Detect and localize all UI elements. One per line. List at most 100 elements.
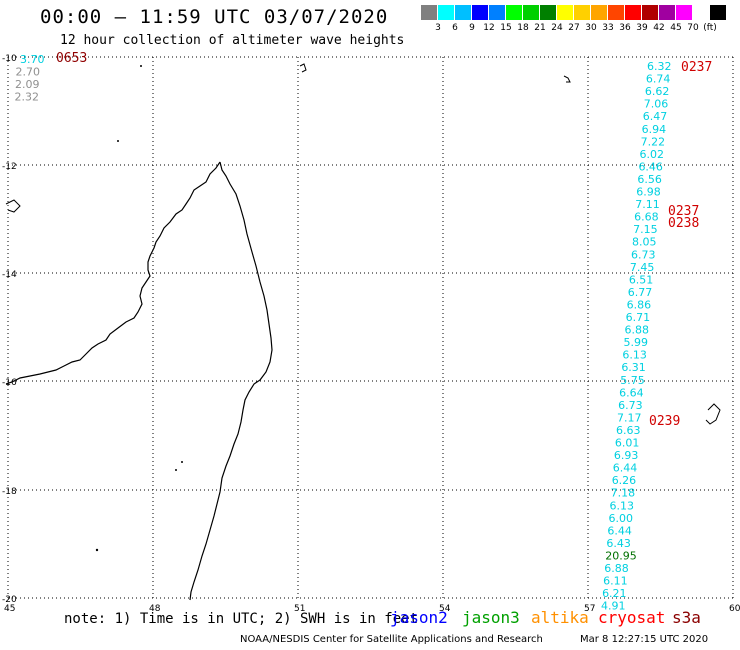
legend-label: 33 — [602, 23, 614, 33]
left-track-values: 3.702.702.092.32 — [15, 53, 45, 104]
wave-height-value: 6.13 — [622, 349, 647, 362]
legend-label: 27 — [568, 23, 580, 33]
wave-height-value: 2.09 — [15, 78, 40, 91]
wave-height-value: 6.73 — [631, 248, 656, 261]
legend-swatch — [540, 5, 556, 20]
wave-height-value: 6.56 — [637, 173, 662, 186]
legend-label: 30 — [585, 23, 597, 33]
lat-tick-label: -12 — [2, 162, 17, 172]
wave-height-value: 7.17 — [617, 411, 642, 424]
right-track-values: 6.326.746.627.066.476.947.226.026.466.56… — [601, 60, 672, 613]
lat-tick-label: -20 — [2, 595, 17, 605]
wave-height-value: 6.64 — [619, 386, 644, 399]
wave-height-value: 6.93 — [614, 449, 639, 462]
pass-time-label: 0239 — [649, 414, 680, 429]
axis-ticks: 45 48 51 54 57 60 -10 -12 -14 -16 -18 -20 — [2, 54, 740, 614]
wave-height-value: 6.13 — [610, 499, 635, 512]
wave-height-value: 6.68 — [634, 211, 659, 224]
legend-label: 15 — [500, 23, 512, 33]
wave-height-value: 6.51 — [629, 273, 654, 286]
legend-swatch — [574, 5, 590, 20]
legend-swatch — [710, 5, 726, 20]
legend-label: 45 — [670, 23, 682, 33]
wave-height-value: 6.73 — [618, 399, 643, 412]
map-title: 00:00 – 11:59 UTC 03/07/2020 — [40, 6, 389, 28]
legend-label: 24 — [551, 23, 563, 33]
legend-label: 18 — [517, 23, 529, 33]
wave-height-value: 6.62 — [645, 85, 670, 98]
satellite-label-cryosat: cryosat — [598, 608, 666, 627]
legend-label: 36 — [619, 23, 631, 33]
wave-height-value: 6.26 — [612, 474, 637, 487]
lon-tick-label: 45 — [4, 604, 15, 614]
lon-tick-label: 48 — [149, 604, 161, 614]
legend-label: 9 — [469, 23, 475, 33]
wave-height-value: 7.11 — [635, 198, 660, 211]
wave-height-value: 6.98 — [636, 186, 661, 199]
lat-tick-label: -16 — [2, 378, 17, 388]
legend-label: 6 — [452, 23, 458, 33]
lon-tick-label: 57 — [584, 604, 595, 614]
legend-swatch — [489, 5, 505, 20]
wave-height-value: 6.77 — [628, 286, 653, 299]
wave-height-value: 6.71 — [626, 311, 651, 324]
wave-height-value: 6.44 — [613, 462, 638, 475]
wave-height-value: 20.95 — [605, 549, 637, 562]
wave-height-value: 2.32 — [15, 91, 40, 104]
wave-height-value: 7.06 — [644, 98, 669, 111]
pass-time-label: 0237 — [668, 204, 699, 219]
lon-tick-label: 60 — [729, 604, 740, 614]
legend-swatch — [625, 5, 641, 20]
satellite-label-s3a: s3a — [672, 608, 701, 627]
legend-swatch — [472, 5, 488, 20]
wave-height-value: 2.70 — [16, 66, 41, 79]
footer-credit: NOAA/NESDIS Center for Satellite Applica… — [240, 634, 543, 645]
satellite-label-jason3: jason3 — [462, 608, 520, 627]
lon-tick-label: 51 — [294, 604, 305, 614]
legend-label: 70 — [687, 23, 699, 33]
wave-height-value: 6.88 — [625, 324, 650, 337]
legend-swatch — [676, 5, 692, 20]
wave-height-value: 6.11 — [603, 575, 628, 588]
wave-height-value: 6.31 — [621, 361, 646, 374]
legend-swatch — [557, 5, 573, 20]
wave-height-value: 7.22 — [641, 135, 666, 148]
wave-height-value: 6.47 — [643, 110, 668, 123]
wave-height-value: 6.00 — [608, 512, 633, 525]
legend-label: 42 — [653, 23, 665, 33]
legend-swatch — [659, 5, 675, 20]
wave-height-value: 4.91 — [601, 600, 626, 613]
legend-swatch — [693, 5, 709, 20]
pass-time-label: 0653 — [56, 51, 87, 66]
wave-height-value: 6.86 — [627, 298, 652, 311]
legend-label: 12 — [483, 23, 495, 33]
wave-height-value: 6.01 — [615, 437, 640, 450]
legend-label: 3 — [435, 23, 441, 33]
wave-height-value: 5.75 — [620, 374, 645, 387]
wave-height-value: 6.63 — [616, 424, 641, 437]
legend-label: (ft) — [703, 23, 717, 33]
legend-swatch — [455, 5, 471, 20]
satellite-label-jason2: jason2 — [390, 608, 448, 627]
footer-timestamp: Mar 8 12:27:15 UTC 2020 — [580, 634, 709, 645]
lat-tick-label: -18 — [2, 487, 17, 497]
wave-height-value: 8.05 — [632, 236, 657, 249]
wave-height-value: 7.15 — [633, 223, 658, 236]
wave-height-value: 6.43 — [606, 537, 631, 550]
satellite-label-altika: altika — [531, 608, 589, 627]
lon-tick-label: 54 — [439, 604, 451, 614]
legend-swatch — [421, 5, 437, 20]
legend-swatch — [438, 5, 454, 20]
wave-height-value: 6.32 — [647, 60, 672, 73]
lat-tick-label: -14 — [2, 270, 17, 280]
lat-tick-label: -10 — [2, 54, 17, 64]
wave-height-value: 7.45 — [630, 261, 655, 274]
wave-height-value: 7.18 — [611, 487, 636, 500]
wave-height-value: 6.21 — [602, 587, 627, 600]
wave-height-value: 6.88 — [604, 562, 629, 575]
map-subtitle: 12 hour collection of altimeter wave hei… — [60, 33, 405, 48]
note-text: note: 1) Time is in UTC; 2) SWH is in fe… — [64, 611, 419, 627]
wave-height-value: 6.02 — [640, 148, 665, 161]
